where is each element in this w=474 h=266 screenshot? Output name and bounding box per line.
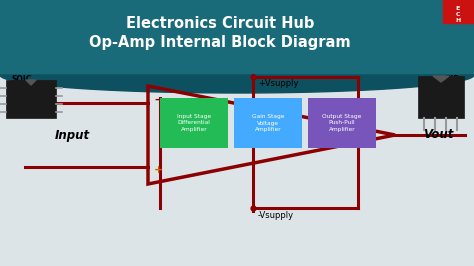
Text: -Vsupply: -Vsupply <box>258 210 294 219</box>
Text: Vout: Vout <box>423 128 453 142</box>
Text: E: E <box>456 6 460 10</box>
Text: Gain Stage
Voltage
Amplifier: Gain Stage Voltage Amplifier <box>252 114 284 132</box>
Text: DIP: DIP <box>445 76 459 85</box>
Text: Input Stage
Differential
Amplifier: Input Stage Differential Amplifier <box>177 114 211 132</box>
Text: C: C <box>456 11 460 16</box>
Bar <box>308 98 376 148</box>
Text: SOIC: SOIC <box>12 76 32 85</box>
Bar <box>0 75 474 266</box>
Text: Output Stage
Push-Pull
Amplifier: Output Stage Push-Pull Amplifier <box>322 114 362 132</box>
Polygon shape <box>0 75 474 93</box>
Text: -: - <box>154 95 159 105</box>
Polygon shape <box>433 76 449 82</box>
Text: +: + <box>154 165 163 175</box>
Polygon shape <box>26 80 36 85</box>
Bar <box>234 98 302 148</box>
Text: Op-Amp Internal Block Diagram: Op-Amp Internal Block Diagram <box>89 35 351 49</box>
Bar <box>6 80 56 118</box>
Text: +Vsupply: +Vsupply <box>258 78 299 88</box>
Text: Electronics Circuit Hub: Electronics Circuit Hub <box>126 15 314 31</box>
Text: H: H <box>456 18 461 23</box>
Bar <box>418 76 464 118</box>
Bar <box>160 98 228 148</box>
Bar <box>443 0 474 23</box>
Bar <box>0 0 474 75</box>
Text: Input: Input <box>55 128 90 142</box>
